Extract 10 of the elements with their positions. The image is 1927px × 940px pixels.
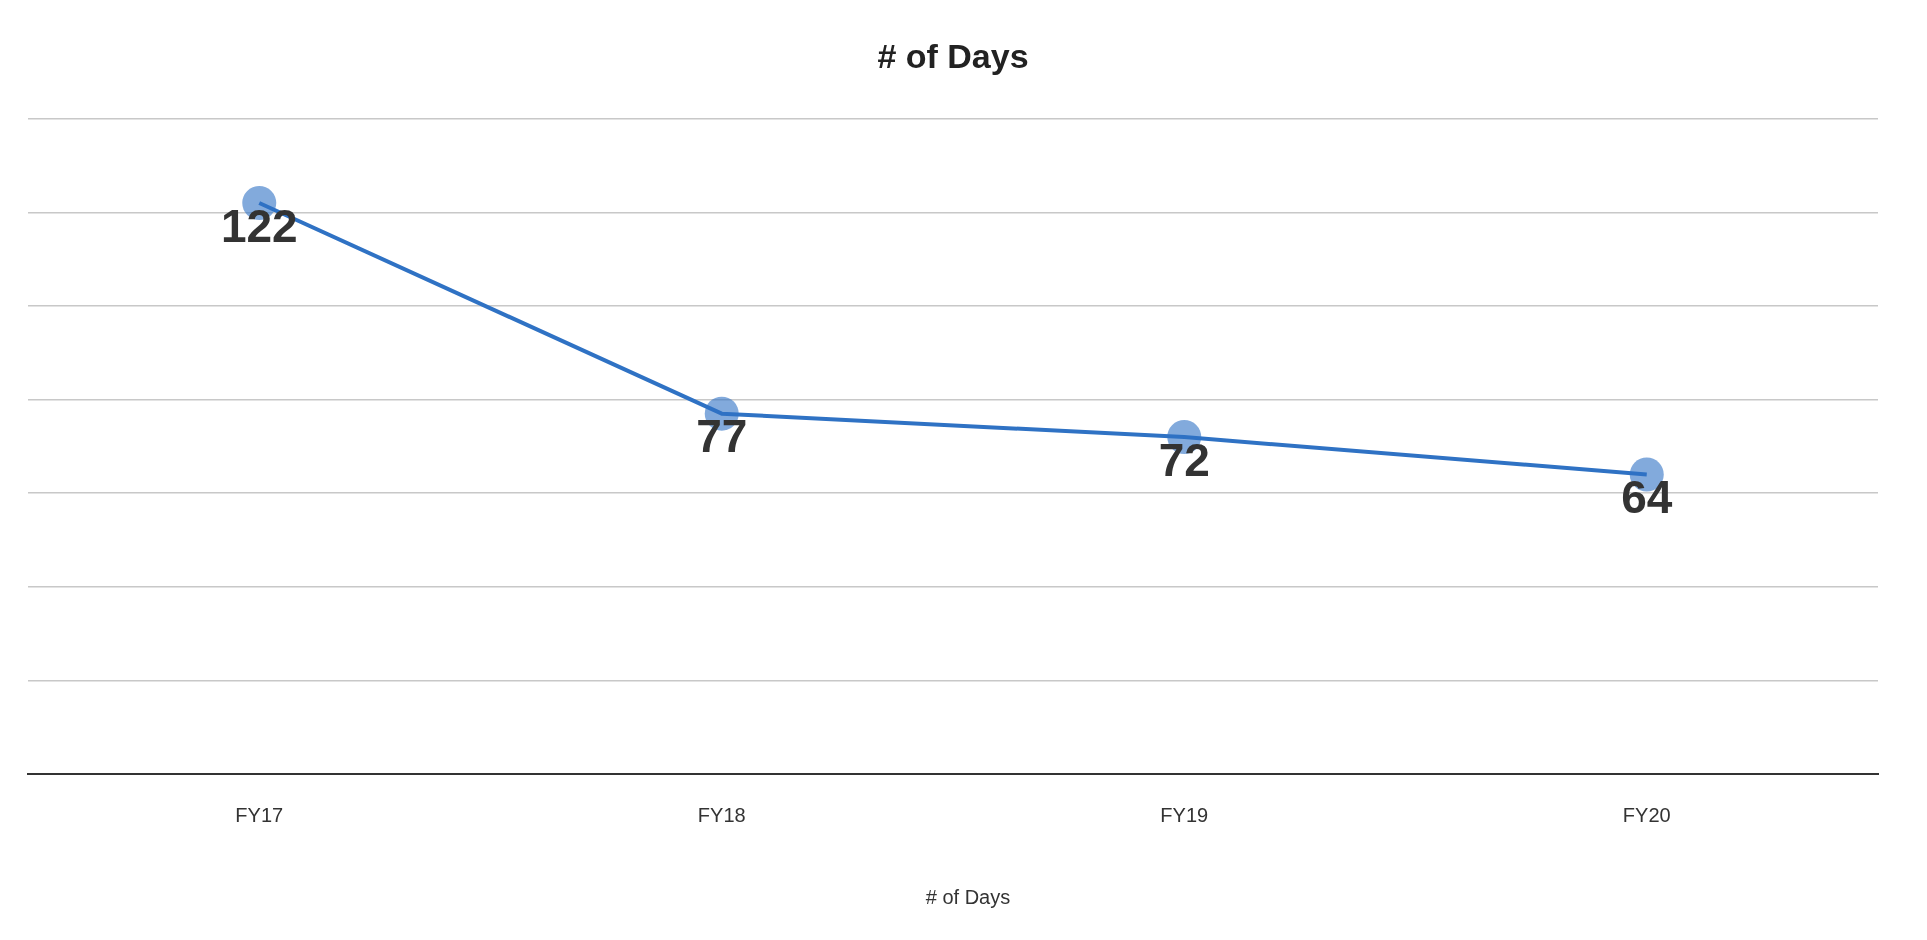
x-tick-label: FY18 [697, 803, 746, 826]
x-tick-label: FY20 [1622, 803, 1671, 826]
data-label: 77 [696, 410, 748, 463]
text: # of Days [925, 885, 1011, 908]
x-tick-label: FY19 [1160, 803, 1209, 826]
x-tick-label: FY17 [235, 803, 284, 826]
data-label: 72 [1158, 433, 1210, 486]
data-label: 64 [1621, 471, 1673, 524]
chart-title: # of Days [877, 36, 1029, 75]
data-label: 122 [220, 199, 298, 252]
